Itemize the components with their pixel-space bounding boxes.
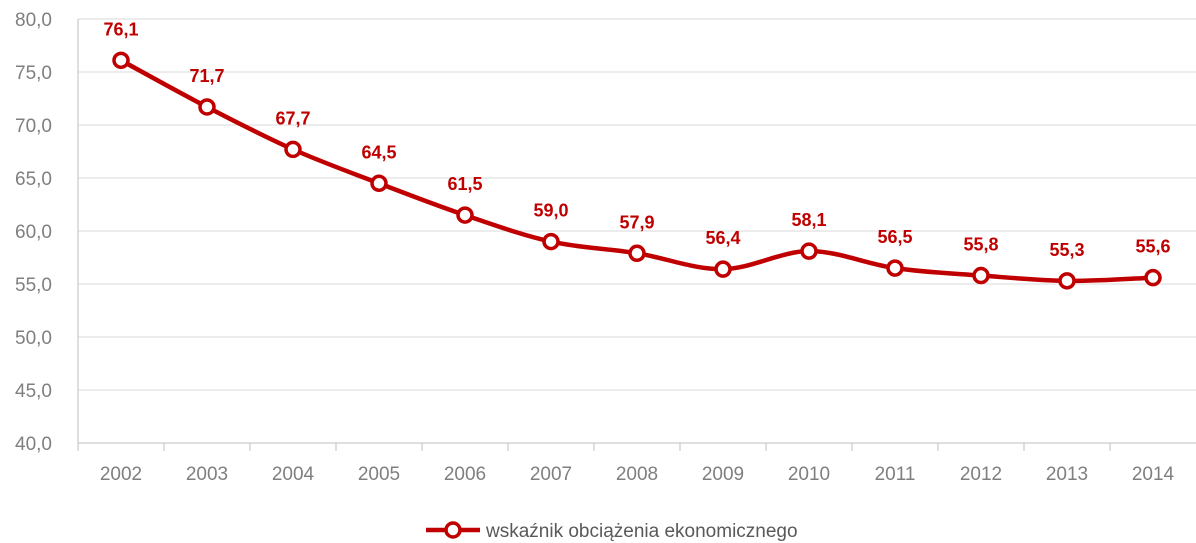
x-tick-label: 2005 — [358, 464, 400, 485]
x-tick-label: 2008 — [616, 464, 658, 485]
y-tick-label: 80,0 — [15, 10, 52, 31]
data-point-marker — [200, 100, 214, 114]
legend: wskaźnik obciążenia ekonomicznego — [426, 521, 798, 542]
y-tick-label: 65,0 — [15, 169, 52, 190]
data-label: 71,7 — [189, 66, 224, 86]
y-tick-label: 45,0 — [15, 381, 52, 402]
x-tick-label: 2011 — [875, 464, 916, 485]
data-label: 61,5 — [447, 174, 482, 194]
data-label: 58,1 — [791, 210, 826, 230]
data-point-marker — [716, 262, 730, 276]
x-tick-label: 2012 — [960, 464, 1002, 485]
data-point-marker — [630, 246, 644, 260]
y-tick-label: 50,0 — [15, 328, 52, 349]
y-tick-label: 40,0 — [15, 434, 52, 455]
series-group — [114, 53, 1160, 287]
y-tick-label: 70,0 — [15, 116, 52, 137]
data-label: 55,3 — [1049, 240, 1084, 260]
x-tick-label: 2014 — [1132, 464, 1175, 485]
x-tick-label: 2009 — [702, 464, 744, 485]
data-label: 56,4 — [705, 228, 740, 248]
x-tick-label: 2013 — [1046, 464, 1088, 485]
y-axis-ticks: 40,0 45,0 50,0 55,0 60,0 65,0 70,0 75,0 80,0 — [15, 10, 52, 455]
y-tick-label: 60,0 — [15, 222, 52, 243]
data-label: 64,5 — [361, 142, 396, 162]
legend-label: wskaźnik obciążenia ekonomicznego — [485, 521, 798, 542]
x-tick-label: 2006 — [444, 464, 486, 485]
data-label: 76,1 — [103, 19, 138, 39]
gridlines — [78, 19, 1196, 390]
data-point-marker — [802, 244, 816, 258]
data-label: 67,7 — [275, 108, 310, 128]
x-tick-label: 2003 — [186, 464, 228, 485]
y-tick-label: 75,0 — [15, 63, 52, 84]
data-label: 55,6 — [1135, 237, 1170, 257]
data-point-marker — [372, 176, 386, 190]
data-point-marker — [888, 261, 902, 275]
data-labels: 76,1 71,7 67,7 64,5 61,5 59,0 57,9 56,4 58,1 56,5… — [103, 19, 1170, 259]
y-tick-label: 55,0 — [15, 275, 52, 296]
x-tick-label: 2002 — [100, 464, 142, 485]
data-label: 57,9 — [619, 212, 654, 232]
x-tick-label: 2010 — [788, 464, 830, 485]
x-axis-ticks: 2002 2003 2004 2005 2006 2007 2008 2009 2010 2011… — [78, 443, 1175, 485]
data-point-marker — [1146, 271, 1160, 285]
x-tick-label: 2007 — [530, 464, 572, 485]
data-label: 59,0 — [533, 201, 568, 221]
data-label: 55,8 — [963, 235, 998, 255]
legend-marker-swatch — [446, 523, 460, 537]
data-point-marker — [114, 53, 128, 67]
data-point-marker — [544, 235, 558, 249]
data-point-marker — [458, 208, 472, 222]
data-label: 56,5 — [877, 227, 912, 247]
data-point-marker — [1060, 274, 1074, 288]
x-tick-label: 2004 — [272, 464, 315, 485]
data-point-marker — [286, 142, 300, 156]
data-point-marker — [974, 269, 988, 283]
